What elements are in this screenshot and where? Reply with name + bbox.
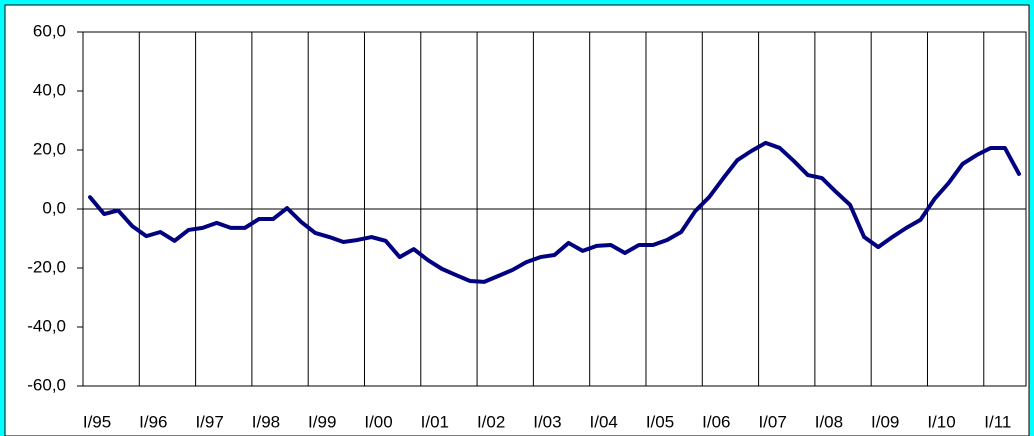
x-tick-label: I/99 (308, 412, 336, 431)
x-tick-label: I/08 (815, 412, 843, 431)
x-tick-label: I/03 (533, 412, 561, 431)
x-tick-label: I/09 (871, 412, 899, 431)
y-tick-label: -40,0 (27, 316, 66, 335)
x-tick-label: I/06 (702, 412, 730, 431)
x-tick-label: I/96 (139, 412, 167, 431)
x-tick-label: I/95 (83, 412, 111, 431)
x-tick-label: I/98 (252, 412, 280, 431)
y-tick-label: -20,0 (27, 257, 66, 276)
x-tick-label: I/97 (195, 412, 223, 431)
y-tick-label: 20,0 (33, 139, 66, 158)
x-tick-label: I/11 (984, 412, 1011, 431)
x-tick-label: I/04 (590, 412, 618, 431)
y-tick-label: 60,0 (33, 21, 66, 40)
y-tick-label: 0,0 (42, 198, 66, 217)
y-tick-label: 40,0 (33, 80, 66, 99)
x-tick-label: I/00 (364, 412, 392, 431)
data-line (88, 140, 1021, 284)
y-tick-label: -60,0 (27, 375, 66, 394)
x-tick-label: I/10 (927, 412, 955, 431)
x-tick-label: I/01 (421, 412, 449, 431)
x-tick-label: I/07 (758, 412, 786, 431)
x-tick-label: I/02 (477, 412, 505, 431)
x-tick-label: I/05 (646, 412, 674, 431)
